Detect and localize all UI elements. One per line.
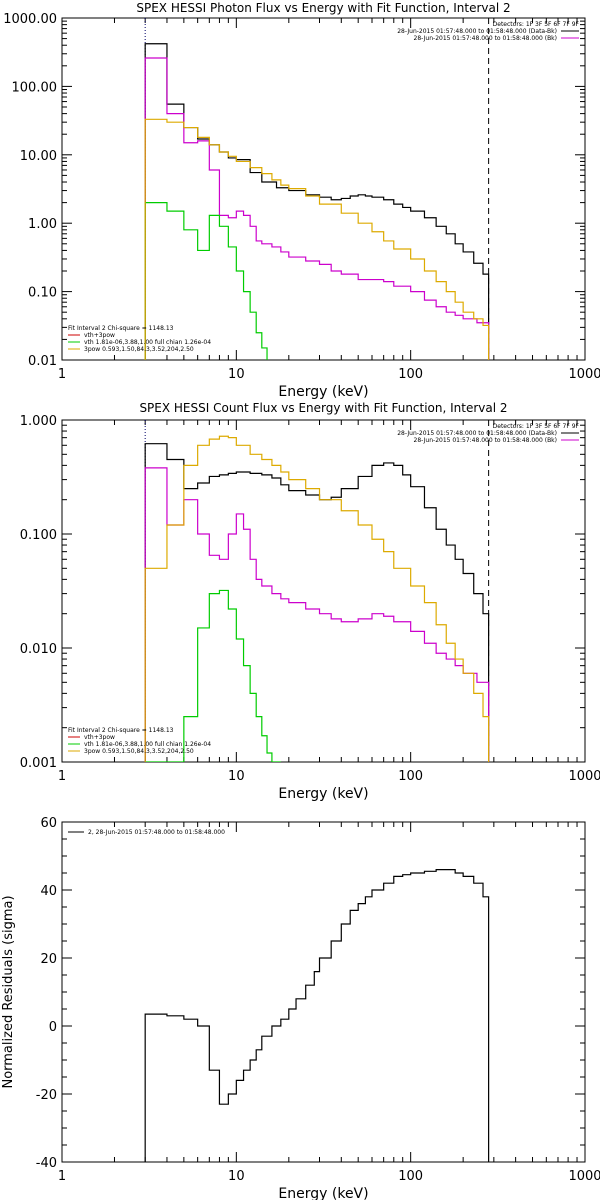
legend-entry-label: vth 1.81e-06,3.88,1.00 full chian 1.26e-… xyxy=(84,339,211,346)
legend-entry-label: 28-Jun-2015 01:57:48.000 to 01:58:48.000… xyxy=(414,437,557,444)
x-tick-label: 1 xyxy=(58,769,66,784)
legend-entry-label: 28-Jun-2015 01:57:48.000 to 01:58:48.000… xyxy=(414,35,557,42)
series-1-line xyxy=(144,869,490,1162)
legend-entry-label: vth+3pow xyxy=(84,332,115,339)
plot-frame xyxy=(61,17,586,361)
x-tick-label: 10 xyxy=(228,1169,245,1184)
y-tick-label: 40 xyxy=(40,884,57,899)
series-1-line xyxy=(144,43,490,360)
x-tick-label: 1000 xyxy=(568,367,600,382)
y-axis-label: Normalized Residuals (sigma) xyxy=(1,895,16,1088)
chart-3: 1 10 100 1000 60 40 20 0 -20 -40 Energy (keV) Norma… xyxy=(1,816,600,1200)
legend-entry-label: vth+3pow xyxy=(84,734,115,741)
legend-entry-label: 28-Jun-2015 01:57:48.000 to 01:58:48.000… xyxy=(397,28,557,35)
legend-entry-label: vth 1.81e-06,3.88,1.00 full chian 1.26e-… xyxy=(84,741,211,748)
legend-entry-label: 28-Jun-2015 01:57:48.000 to 01:58:48.000… xyxy=(397,430,557,437)
series-3-line xyxy=(144,202,268,360)
y-tick-label: 0.010 xyxy=(20,642,57,657)
y-tick-label: 0 xyxy=(49,1020,57,1035)
series-2-line xyxy=(144,57,490,360)
legend-detectors: Detectors: 1F 3F 5F 6F 7F 9F xyxy=(493,423,580,430)
series-1-line xyxy=(144,443,490,762)
y-tick-label: 1.000 xyxy=(20,414,57,429)
plot-frame xyxy=(61,821,586,1163)
y-tick-label: 0.10 xyxy=(28,286,57,301)
series-2-line xyxy=(144,467,490,762)
legend-entry-label: 3pow 0.593,1.50,84.3,3.52,204,2.50 xyxy=(84,346,194,353)
y-tick-label: 1.00 xyxy=(28,217,57,232)
chart-title: SPEX HESSI Count Flux vs Energy with Fit… xyxy=(139,401,507,415)
series-4-line xyxy=(144,435,490,762)
y-tick-label: 0.100 xyxy=(20,528,57,543)
x-axis-label: Energy (keV) xyxy=(278,786,368,802)
x-tick-label: 100 xyxy=(398,367,423,382)
legend-fit-header: Fit Interval 2 Chi-square = 1148.13 xyxy=(68,325,174,332)
series-4-line xyxy=(144,118,490,360)
y-tick-label: -40 xyxy=(36,1156,57,1171)
x-tick-label: 100 xyxy=(398,769,423,784)
legend-entry-label: 2, 28-Jun-2015 01:57:48.000 to 01:58:48.… xyxy=(88,829,225,836)
x-tick-label: 10 xyxy=(228,367,245,382)
chart-title: SPEX HESSI Photon Flux vs Energy with Fi… xyxy=(136,1,510,15)
plot-frame xyxy=(61,419,586,763)
y-tick-label: 10.00 xyxy=(20,149,57,164)
x-tick-label: 100 xyxy=(398,1169,423,1184)
y-tick-label: 20 xyxy=(40,952,57,967)
legend-detectors: Detectors: 1F 3F 5F 6F 7F 9F xyxy=(493,21,580,28)
y-tick-label: -20 xyxy=(36,1088,57,1103)
series-3-line xyxy=(145,589,281,762)
x-axis-label: Energy (keV) xyxy=(278,384,368,400)
chart-1: SPEX HESSI Photon Flux vs Energy with Fi… xyxy=(3,1,600,400)
y-tick-label: 0.001 xyxy=(20,756,57,771)
x-tick-label: 10 xyxy=(228,769,245,784)
y-tick-label: 100.00 xyxy=(12,80,58,95)
x-tick-label: 1000 xyxy=(568,769,600,784)
x-tick-label: 1 xyxy=(58,367,66,382)
legend-fit-header: Fit Interval 2 Chi-square = 1148.13 xyxy=(68,727,174,734)
y-tick-label: 0.01 xyxy=(28,354,57,369)
y-tick-label: 60 xyxy=(40,816,57,831)
legend-entry-label: 3pow 0.593,1.50,84.3,3.52,204,2.50 xyxy=(84,748,194,755)
x-axis-label: Energy (keV) xyxy=(278,1186,368,1200)
x-tick-label: 1000 xyxy=(568,1169,600,1184)
chart-2: SPEX HESSI Count Flux vs Energy with Fit… xyxy=(20,401,600,802)
x-tick-label: 1 xyxy=(58,1169,66,1184)
y-tick-label: 1000.00 xyxy=(3,12,57,27)
